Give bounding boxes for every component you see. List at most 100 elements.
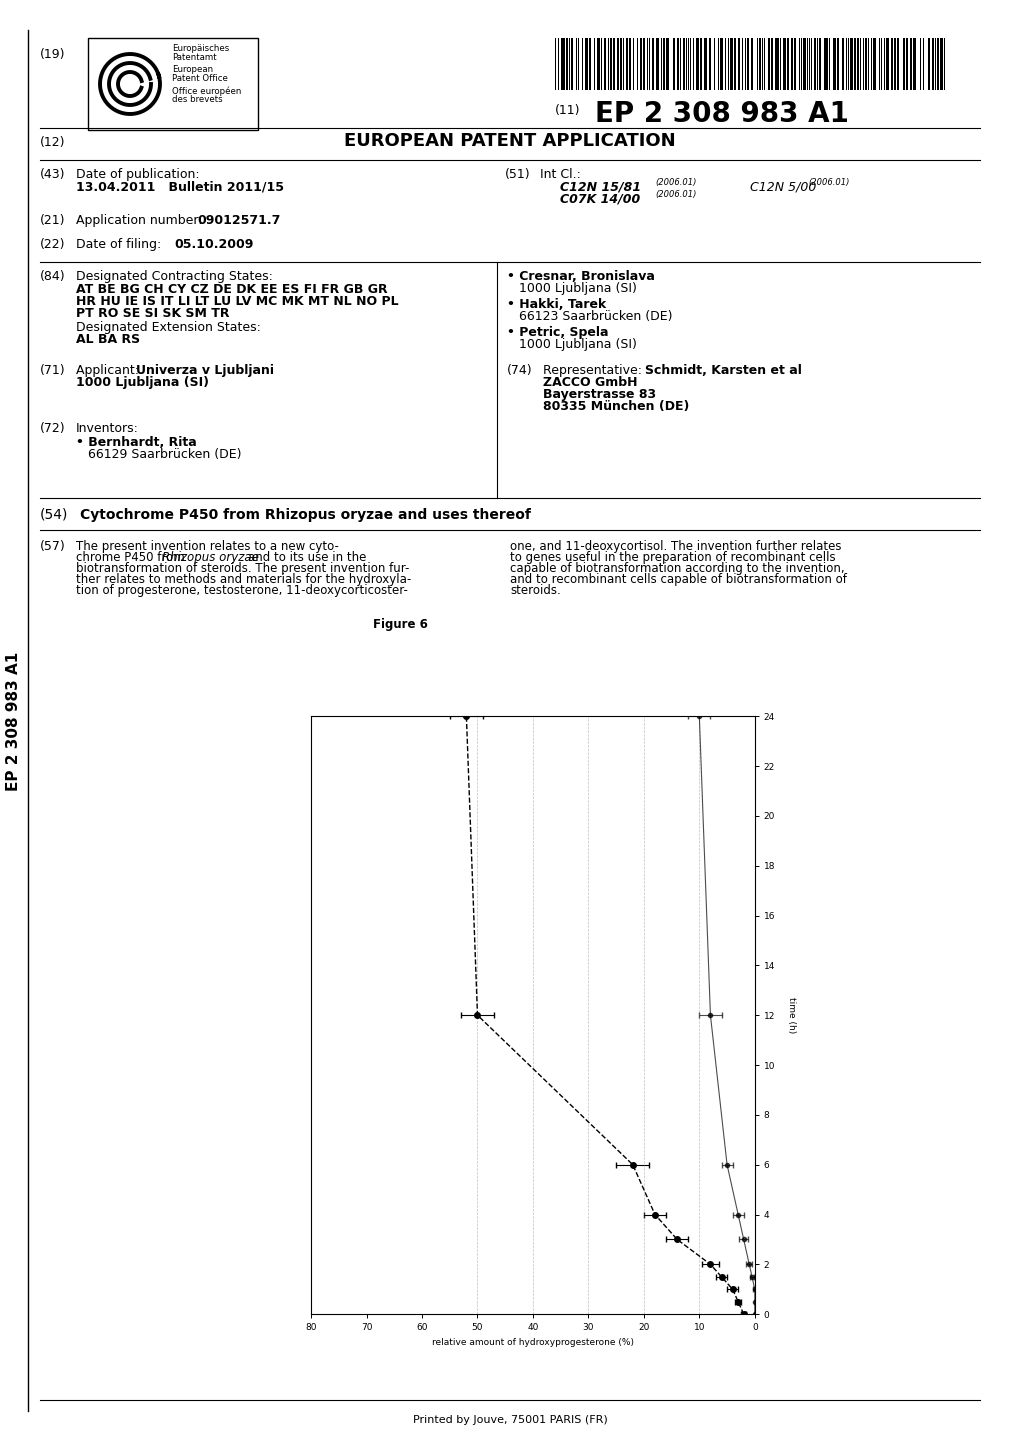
Bar xyxy=(633,37,634,89)
Bar xyxy=(790,37,793,89)
Text: (74): (74) xyxy=(506,365,532,378)
Text: Patent Office: Patent Office xyxy=(172,73,227,84)
Text: • Petric, Spela: • Petric, Spela xyxy=(506,326,608,339)
Text: Figure 6: Figure 6 xyxy=(372,618,427,631)
Bar xyxy=(596,37,599,89)
Text: (51): (51) xyxy=(504,169,530,182)
Text: (71): (71) xyxy=(40,365,65,378)
Bar xyxy=(665,37,668,89)
Text: PT RO SE SI SK SM TR: PT RO SE SI SK SM TR xyxy=(76,307,229,320)
Bar xyxy=(576,37,577,89)
Text: Inventors:: Inventors: xyxy=(76,422,139,435)
Bar xyxy=(571,37,573,89)
Bar xyxy=(886,37,889,89)
Bar xyxy=(734,37,736,89)
Bar xyxy=(708,37,711,89)
Text: (54): (54) xyxy=(40,509,68,522)
Bar xyxy=(673,37,675,89)
Bar xyxy=(902,37,904,89)
Bar xyxy=(767,37,769,89)
Text: tion of progesterone, testosterone, 11-deoxycorticoster-: tion of progesterone, testosterone, 11-d… xyxy=(76,584,408,597)
Bar xyxy=(862,37,864,89)
Bar xyxy=(783,37,786,89)
Text: C12N 5/00: C12N 5/00 xyxy=(749,180,815,193)
Text: Printed by Jouve, 75001 PARIS (FR): Printed by Jouve, 75001 PARIS (FR) xyxy=(413,1415,606,1425)
Text: 1000 Ljubljana (SI): 1000 Ljubljana (SI) xyxy=(519,282,636,295)
Bar xyxy=(655,37,659,89)
Bar xyxy=(870,37,871,89)
Text: and to recombinant cells capable of biotransformation of: and to recombinant cells capable of biot… xyxy=(510,574,846,586)
Bar xyxy=(652,37,653,89)
Text: 1000 Ljubljana (SI): 1000 Ljubljana (SI) xyxy=(519,339,636,352)
Bar xyxy=(585,37,587,89)
Text: (12): (12) xyxy=(40,135,65,148)
Bar xyxy=(604,37,606,89)
Text: 80335 München (DE): 80335 München (DE) xyxy=(542,401,689,414)
Bar xyxy=(623,37,624,89)
Bar xyxy=(770,37,772,89)
Text: 1000 Ljubljana (SI): 1000 Ljubljana (SI) xyxy=(76,376,209,389)
Text: (72): (72) xyxy=(40,422,65,435)
Bar xyxy=(919,37,920,89)
Text: Date of filing:: Date of filing: xyxy=(76,238,161,251)
Text: Bayerstrasse 83: Bayerstrasse 83 xyxy=(542,388,655,401)
Text: (57): (57) xyxy=(40,540,65,553)
Text: • Hakki, Tarek: • Hakki, Tarek xyxy=(506,298,605,311)
Bar xyxy=(747,37,748,89)
Text: (11): (11) xyxy=(554,104,580,117)
Bar xyxy=(744,37,746,89)
Bar xyxy=(750,37,753,89)
Text: AT BE BG CH CY CZ DE DK EE ES FI FR GB GR: AT BE BG CH CY CZ DE DK EE ES FI FR GB G… xyxy=(76,282,387,295)
Bar xyxy=(730,37,733,89)
Text: (19): (19) xyxy=(40,48,65,61)
Bar xyxy=(738,37,740,89)
Text: Date of publication:: Date of publication: xyxy=(76,169,200,182)
Text: 09012571.7: 09012571.7 xyxy=(197,215,280,228)
Bar xyxy=(865,37,866,89)
Text: (84): (84) xyxy=(40,269,65,282)
Text: biotransformation of steroids. The present invention fur-: biotransformation of steroids. The prese… xyxy=(76,562,409,575)
Bar xyxy=(774,37,779,89)
Bar xyxy=(560,37,565,89)
Text: Schmidt, Karsten et al: Schmidt, Karsten et al xyxy=(644,365,801,378)
Text: one, and 11-deoxycortisol. The invention further relates: one, and 11-deoxycortisol. The invention… xyxy=(510,540,841,553)
Bar xyxy=(794,37,796,89)
Text: (22): (22) xyxy=(40,238,65,251)
Bar xyxy=(626,37,628,89)
Bar xyxy=(646,37,648,89)
Text: European: European xyxy=(172,65,213,73)
Bar xyxy=(588,37,590,89)
Bar xyxy=(616,37,619,89)
Bar xyxy=(703,37,706,89)
Bar xyxy=(940,37,943,89)
Bar xyxy=(818,37,820,89)
Bar xyxy=(758,37,760,89)
Text: (2006.01): (2006.01) xyxy=(807,179,849,187)
Text: 66123 Saarbrücken (DE): 66123 Saarbrücken (DE) xyxy=(519,310,672,323)
Text: • Bernhardt, Rita: • Bernhardt, Rita xyxy=(76,437,197,450)
Text: AL BA RS: AL BA RS xyxy=(76,333,140,346)
Text: to genes useful in the preparation of recombinant cells: to genes useful in the preparation of re… xyxy=(510,550,835,563)
Text: ZACCO GmbH: ZACCO GmbH xyxy=(542,376,637,389)
Bar xyxy=(837,37,839,89)
Bar xyxy=(557,37,559,89)
Text: des brevets: des brevets xyxy=(172,95,222,104)
X-axis label: relative amount of hydroxyprogesterone (%): relative amount of hydroxyprogesterone (… xyxy=(431,1337,634,1347)
Text: C12N 15/81: C12N 15/81 xyxy=(559,180,641,193)
Text: EP 2 308 983 A1: EP 2 308 983 A1 xyxy=(594,99,848,128)
Text: Int Cl.:: Int Cl.: xyxy=(539,169,580,182)
Bar xyxy=(600,37,602,89)
Bar xyxy=(798,37,800,89)
Bar xyxy=(692,37,694,89)
Text: C07K 14/00: C07K 14/00 xyxy=(559,192,640,205)
Text: EUROPEAN PATENT APPLICATION: EUROPEAN PATENT APPLICATION xyxy=(343,133,676,150)
Bar xyxy=(677,37,679,89)
Text: Cytochrome P450 from Rhizopus oryzae and uses thereof: Cytochrome P450 from Rhizopus oryzae and… xyxy=(79,509,530,522)
Bar xyxy=(813,37,815,89)
Text: 66129 Saarbrücken (DE): 66129 Saarbrücken (DE) xyxy=(88,448,242,461)
Text: Designated Extension States:: Designated Extension States: xyxy=(76,321,261,334)
Bar xyxy=(897,37,899,89)
Bar xyxy=(88,37,258,130)
Bar xyxy=(841,37,843,89)
Bar xyxy=(643,37,645,89)
